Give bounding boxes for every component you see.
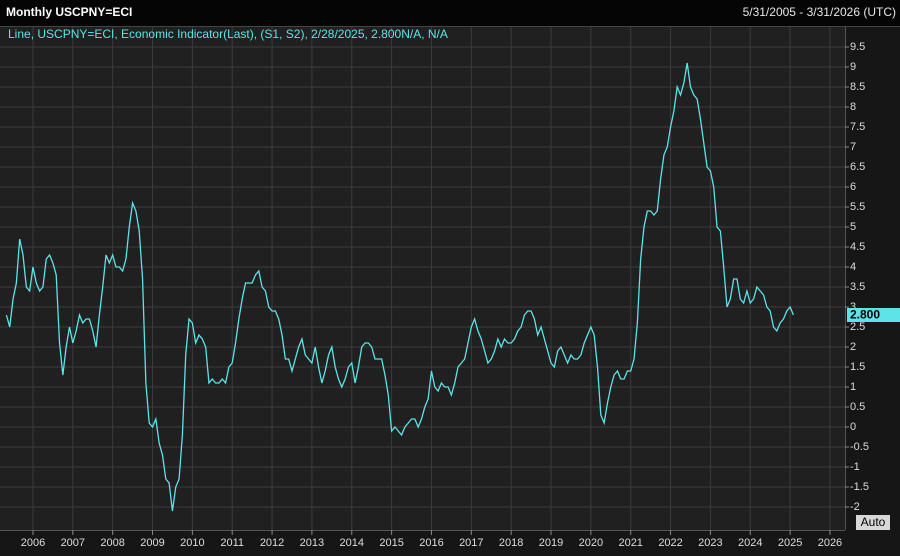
x-tick-label: 2025: [778, 537, 802, 549]
x-tick-label: 2013: [300, 537, 324, 549]
y-tick-label: 7: [850, 141, 856, 153]
last-value-label: 2.800: [850, 308, 880, 322]
x-tick-label: 2011: [220, 537, 244, 549]
auto-button[interactable]: Auto: [856, 515, 890, 530]
x-tick-label: 2022: [658, 537, 682, 549]
y-tick-label: 1: [850, 381, 856, 393]
x-tick-label: 2023: [698, 537, 722, 549]
y-tick-label: 2: [850, 341, 856, 353]
x-tick-label: 2014: [340, 537, 364, 549]
x-tick-label: 2009: [140, 537, 164, 549]
x-tick-label: 2020: [579, 537, 603, 549]
y-tick-label: 8: [850, 101, 856, 113]
x-tick-label: 2007: [61, 537, 85, 549]
y-tick-label: 4.5: [850, 241, 865, 253]
chart-title: Monthly USCPNY=ECI: [6, 5, 132, 19]
x-tick-label: 2019: [539, 537, 563, 549]
x-tick-label: 2026: [818, 537, 842, 549]
y-tick-label: 9: [850, 61, 856, 73]
y-tick-label: -0.5: [850, 441, 869, 453]
x-tick-label: 2008: [100, 537, 124, 549]
y-tick-label: 3: [850, 301, 856, 313]
x-tick-label: 2016: [419, 537, 443, 549]
y-tick-label: -1.5: [850, 481, 869, 493]
plot-area: [0, 27, 845, 530]
y-tick-label: 4: [850, 261, 856, 273]
x-tick-label: 2012: [260, 537, 284, 549]
legend-entry: Line, USCPNY=ECI, Economic Indicator(Las…: [8, 27, 448, 41]
y-tick-label: 5: [850, 221, 856, 233]
y-tick-label: 6.5: [850, 161, 865, 173]
x-tick-label: 2015: [379, 537, 403, 549]
y-tick-label: 7.5: [850, 121, 865, 133]
y-tick-label: 8.5: [850, 81, 865, 93]
grid: [0, 27, 845, 530]
x-tick-label: 2017: [459, 537, 483, 549]
x-tick-label: 2024: [738, 537, 762, 549]
y-tick-label: -1: [850, 461, 860, 473]
y-tick-label: -2: [850, 501, 860, 513]
series-line: [5, 62, 795, 512]
x-tick-label: 2010: [180, 537, 204, 549]
y-tick-label: 0: [850, 421, 856, 433]
y-tick-label: 0.5: [850, 401, 865, 413]
button-label[interactable]: Auto: [861, 515, 886, 529]
header-bar: [0, 0, 900, 26]
y-tick-label: 9.5: [850, 41, 865, 53]
y-tick-label: 5.5: [850, 201, 865, 213]
button-bg[interactable]: [856, 515, 890, 530]
x-tick-label: 2006: [21, 537, 45, 549]
y-tick-label: 2.5: [850, 321, 865, 333]
y-tick-label: 3.5: [850, 281, 865, 293]
x-tick-label: 2018: [499, 537, 523, 549]
date-range: 5/31/2005 - 3/31/2026 (UTC): [743, 5, 896, 19]
y-tick-label: 1.5: [850, 361, 865, 373]
last-value-box: [847, 308, 900, 322]
y-tick-label: 6: [850, 181, 856, 193]
x-tick-label: 2021: [618, 537, 642, 549]
